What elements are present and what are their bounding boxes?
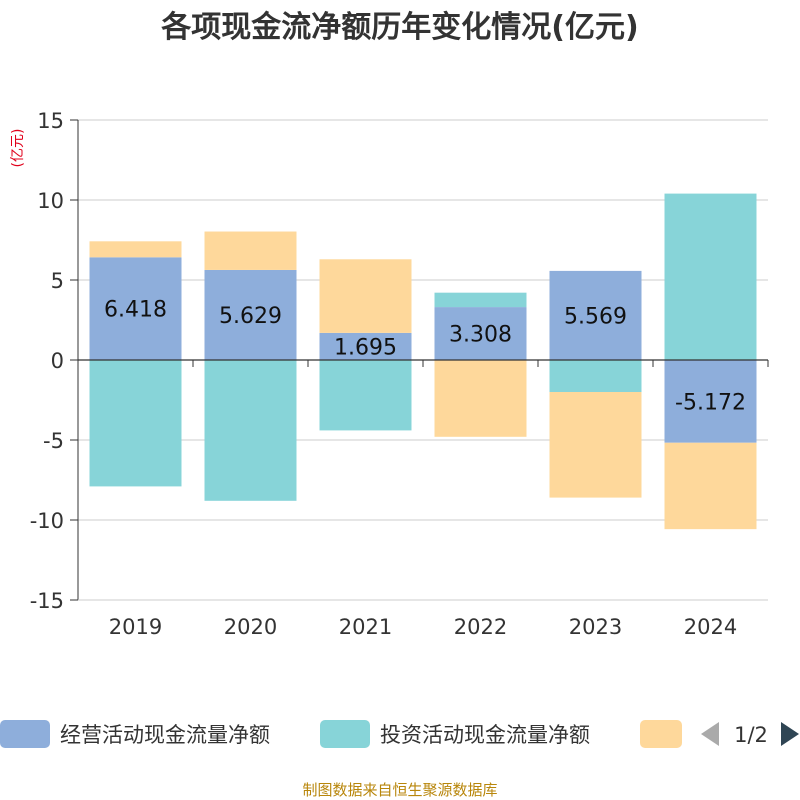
y-tick-label: -10 <box>30 509 64 533</box>
x-tick-label: 2023 <box>569 615 622 639</box>
bar-series-1-2023[interactable] <box>549 360 642 392</box>
bar-series-0-2024[interactable] <box>664 360 757 443</box>
footer-source: 制图数据来自恒生聚源数据库 <box>302 781 497 799</box>
bar-series-2-2022[interactable] <box>434 360 527 437</box>
legend: 经营活动现金流量净额 投资活动现金流量净额 1/2 <box>0 720 799 748</box>
data-label-2021: 1.695 <box>334 335 397 360</box>
y-tick-label: -5 <box>43 429 64 453</box>
x-tick-label: 2019 <box>109 615 162 639</box>
data-label-2022: 3.308 <box>449 323 512 348</box>
data-label-2020: 5.629 <box>219 304 282 329</box>
bar-series-0-2023[interactable] <box>549 270 642 360</box>
y-tick-label: 15 <box>37 109 64 133</box>
y-tick-label: -15 <box>30 589 64 613</box>
x-tick-label: 2024 <box>684 615 737 639</box>
chart-title: 各项现金流净额历年变化情况(亿元) <box>160 10 638 45</box>
bar-series-0-2021[interactable] <box>319 332 412 360</box>
bar-series-1-2020[interactable] <box>204 360 297 501</box>
data-label-2024: -5.172 <box>675 390 746 415</box>
bar-series-1-2024[interactable] <box>664 193 757 360</box>
bar-series-2-2021[interactable] <box>319 259 412 333</box>
legend-prev-icon[interactable] <box>701 722 719 746</box>
legend-next-icon[interactable] <box>781 722 799 746</box>
legend-label-1[interactable]: 投资活动现金流量净额 <box>380 723 590 747</box>
data-label-2023: 5.569 <box>564 304 627 329</box>
legend-swatch-1[interactable] <box>320 720 370 748</box>
legend-swatch-2[interactable] <box>640 720 682 748</box>
bar-series-1-2019[interactable] <box>89 360 182 487</box>
bar-series-1-2021[interactable] <box>319 360 412 431</box>
y-tick-label: 0 <box>51 349 64 373</box>
bars <box>89 193 757 530</box>
data-label-2019: 6.418 <box>104 298 167 323</box>
data-labels: 6.418 5.629 1.695 3.308 5.569 -5.172 <box>104 298 746 416</box>
legend-swatch-0[interactable] <box>0 720 50 748</box>
bar-series-0-2022[interactable] <box>434 307 527 360</box>
bar-series-2-2019[interactable] <box>89 241 182 258</box>
x-tick-label: 2020 <box>224 615 277 639</box>
legend-page-indicator: 1/2 <box>734 723 768 747</box>
axes: 15 10 5 0 -5 -10 -15 2019 2020 2021 2022 2023 2024 <box>30 109 769 639</box>
bar-series-2-2020[interactable] <box>204 231 297 270</box>
y-tick-label: 5 <box>51 269 64 293</box>
bar-series-1-2022[interactable] <box>434 292 527 308</box>
bar-series-0-2020[interactable] <box>204 269 297 360</box>
x-tick-label: 2022 <box>454 615 507 639</box>
bar-series-2-2023[interactable] <box>549 392 642 498</box>
legend-label-0[interactable]: 经营活动现金流量净额 <box>60 723 270 747</box>
y-axis-unit: (亿元) <box>10 129 26 168</box>
y-tick-label: 10 <box>37 189 64 213</box>
bar-series-0-2019[interactable] <box>89 257 182 360</box>
bar-series-2-2024[interactable] <box>664 442 757 530</box>
x-tick-label: 2021 <box>339 615 392 639</box>
